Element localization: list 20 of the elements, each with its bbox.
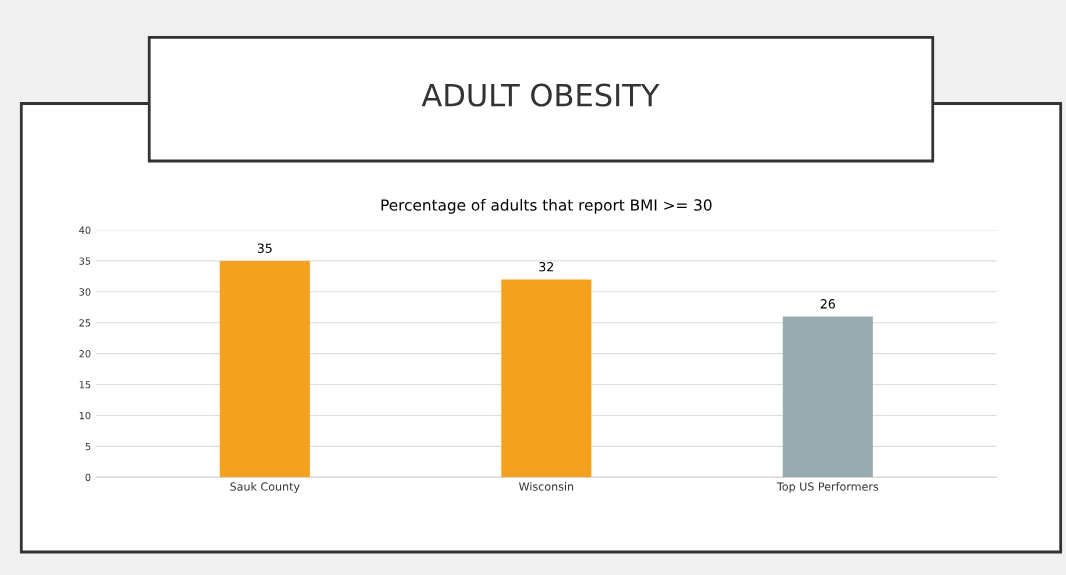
y-tick-label: 40 bbox=[79, 226, 91, 234]
bar bbox=[501, 279, 592, 478]
chart-subtitle: Percentage of adults that report BMI >= 30 bbox=[381, 198, 712, 214]
y-tick-label: 5 bbox=[85, 442, 91, 451]
y-tick-label: 0 bbox=[85, 473, 91, 482]
y-tick-label: 15 bbox=[79, 381, 91, 389]
bar bbox=[219, 260, 310, 478]
y-tick-label: 35 bbox=[79, 257, 91, 265]
y-tick-label: 25 bbox=[79, 319, 91, 327]
y-tick-label: 20 bbox=[79, 350, 91, 358]
x-tick-label: Wisconsin bbox=[518, 482, 574, 491]
bar bbox=[782, 316, 873, 478]
data-label: 35 bbox=[257, 243, 272, 253]
y-tick-label: 30 bbox=[79, 288, 91, 296]
data-label: 26 bbox=[820, 299, 835, 309]
y-tick-label: 10 bbox=[79, 411, 91, 420]
data-label: 32 bbox=[539, 262, 554, 272]
x-tick-label: Sauk County bbox=[230, 482, 300, 493]
chart-title: ADULT OBESITY bbox=[421, 83, 660, 107]
x-tick-label: Top US Performers bbox=[776, 482, 879, 493]
